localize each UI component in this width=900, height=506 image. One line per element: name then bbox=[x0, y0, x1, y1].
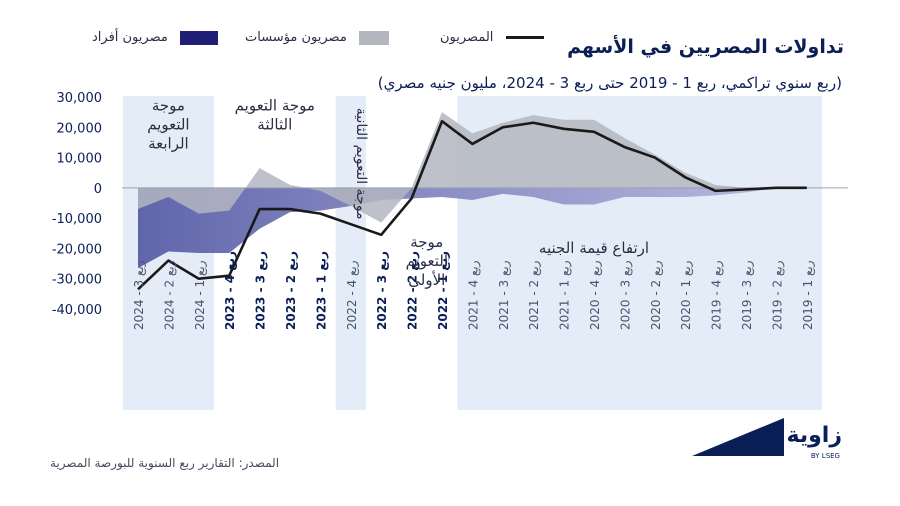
x-tick-label: ربع 3 - 2021 bbox=[497, 260, 512, 330]
chart-title: تداولات المصريين في الأسهم bbox=[567, 36, 844, 58]
x-tick-label: ربع 1 - 2022 bbox=[436, 251, 450, 330]
source-note: المصدر: التقارير ربع السنوية للبورصة الم… bbox=[50, 456, 280, 470]
x-tick-label: ربع 1 - 2019 bbox=[801, 260, 816, 330]
x-tick-label: ربع 2 - 2019 bbox=[770, 260, 785, 330]
series-total-line bbox=[137, 119, 807, 291]
annotation-0-line: الرابعة bbox=[148, 135, 189, 153]
x-tick-label: ربع 2 - 2020 bbox=[649, 260, 664, 330]
legend-total-swatch bbox=[505, 36, 544, 39]
x-tick-label: ربع 1 - 2024 bbox=[193, 260, 208, 330]
y-tick-label: 10,000 bbox=[57, 152, 103, 167]
annotation-0-line: التعويم bbox=[147, 116, 189, 134]
logo-text: زاوية bbox=[787, 423, 842, 448]
x-tick-label: ربع 2 - 2024 bbox=[162, 260, 177, 330]
chart-subtitle: (ربع سنوي تراكمي، ربع 1 - 2019 حتى ربع 3… bbox=[377, 74, 842, 92]
annotation-3-line: موجة bbox=[410, 233, 443, 251]
y-tick-label: 0 bbox=[94, 182, 102, 197]
y-tick-label: -20,000 bbox=[52, 242, 102, 257]
annotation-1-line: الثالثة bbox=[257, 116, 292, 134]
x-tick-label: ربع 4 - 2020 bbox=[588, 260, 603, 330]
x-tick-label: ربع 1 - 2021 bbox=[558, 260, 573, 330]
x-tick-label: ربع 3 - 2020 bbox=[618, 260, 633, 330]
annotation-0-line: موجة bbox=[152, 97, 185, 115]
annotation-4-line: ارتفاع قيمة الجنيه bbox=[539, 239, 649, 257]
x-tick-label: ربع 2 - 2021 bbox=[527, 260, 542, 330]
logo-subtext: BY LSEG bbox=[811, 452, 840, 460]
x-tick-label: ربع 1 - 2023 bbox=[314, 251, 328, 330]
x-tick-label: ربع 2 - 2022 bbox=[406, 251, 420, 330]
x-tick-label: ربع 4 - 2022 bbox=[345, 260, 360, 330]
series-institutions-area bbox=[138, 112, 807, 223]
annotation-2: موجة التعويم الثانية bbox=[353, 108, 369, 220]
legend-total: المصريون bbox=[440, 30, 544, 45]
y-tick-label: -10,000 bbox=[52, 212, 102, 227]
x-tick-label: ربع 4 - 2019 bbox=[710, 260, 725, 330]
legend-individuals-swatch bbox=[179, 30, 218, 45]
y-tick-label: -40,000 bbox=[52, 303, 102, 318]
legend-institutions-label: مصريون مؤسسات bbox=[245, 30, 347, 45]
y-tick-label: -30,000 bbox=[52, 273, 102, 288]
x-tick-label: ربع 4 - 2021 bbox=[466, 260, 481, 330]
y-tick-label: 20,000 bbox=[57, 121, 103, 136]
x-tick-label: ربع 2 - 2023 bbox=[284, 251, 298, 330]
zawya-logo: زاوية BY LSEG bbox=[692, 418, 842, 460]
x-tick-label: ربع 4 - 2023 bbox=[223, 251, 237, 330]
x-tick-label: ربع 1 - 2020 bbox=[679, 260, 694, 330]
y-tick-label: 30,000 bbox=[57, 91, 103, 106]
legend-individuals-label: مصريون أفراد bbox=[92, 30, 168, 45]
x-tick-label: ربع 3 - 2024 bbox=[132, 260, 147, 330]
legend-institutions-swatch bbox=[358, 30, 389, 45]
x-tick-label: ربع 3 - 2022 bbox=[375, 251, 389, 330]
series-individuals-area bbox=[138, 187, 807, 269]
annotation-3-line: التعويم bbox=[406, 252, 448, 270]
x-tick-label: ربع 3 - 2023 bbox=[254, 251, 268, 330]
annotation-3-line: الأولى bbox=[408, 270, 445, 289]
logo-triangle bbox=[692, 418, 784, 456]
annotation-1-line: موجة التعويم bbox=[235, 97, 315, 115]
x-tick-label: ربع 3 - 2019 bbox=[740, 260, 755, 330]
band-1 bbox=[335, 96, 366, 410]
legend-institutions: مصريون مؤسسات bbox=[245, 30, 389, 45]
legend-total-label: المصريون bbox=[440, 30, 494, 45]
legend-individuals: مصريون أفراد bbox=[92, 30, 218, 45]
